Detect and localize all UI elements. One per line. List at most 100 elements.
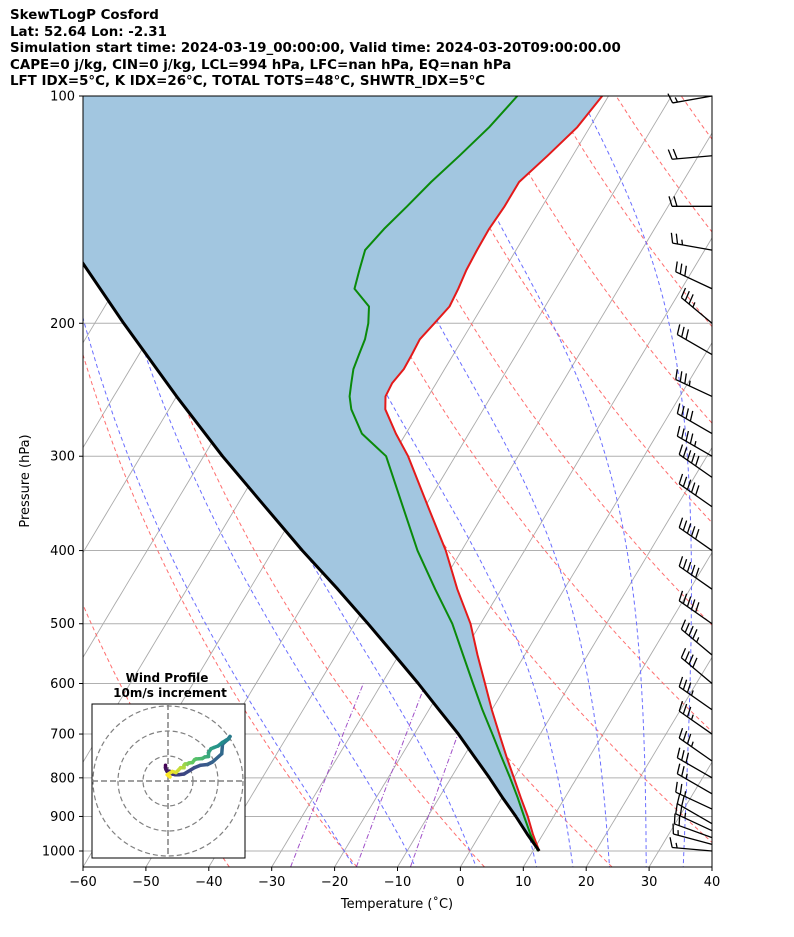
moist-adiabat (332, 96, 611, 867)
barb-shaft (675, 791, 713, 810)
y-tick-label: 400 (50, 544, 75, 559)
cape-fill (83, 96, 603, 851)
barb-feather (684, 651, 690, 662)
barb-feather (686, 733, 692, 745)
wind-barb (675, 803, 713, 832)
barb-feather (694, 528, 700, 540)
isotherm-line (775, 96, 794, 867)
wind-barb (667, 93, 713, 104)
barb-shaft (673, 833, 713, 846)
mixing-ratio-line (290, 683, 364, 867)
barb-half-feather (685, 773, 688, 779)
barb-feather (682, 593, 688, 604)
wind-barb (670, 232, 713, 251)
stability-indices: LFT IDX=5°C, K IDX=26°C, TOTAL TOTS=48°C… (10, 74, 486, 89)
y-tick-label: 100 (50, 90, 75, 105)
x-tick-label: −50 (132, 875, 159, 890)
barb-shaft (677, 333, 713, 356)
barb-feather (679, 371, 683, 382)
inset-title-line1: Wind Profile (126, 671, 209, 685)
hodograph-segment (182, 766, 196, 776)
y-tick-label: 1000 (42, 845, 75, 860)
y-tick-label: 700 (50, 728, 75, 743)
isotherm-line (522, 551, 712, 867)
barb-feather (685, 408, 690, 419)
barb-half-feather (692, 302, 696, 308)
y-tick-label: 300 (50, 450, 75, 465)
dry-adiabat (354, 96, 712, 626)
wind-barb (678, 700, 713, 735)
axes-ticks: −60 −50 −40 −30 −20 −10 0 10 20 30 40 1000 900 800 700… (42, 90, 720, 891)
barb-feather (680, 287, 687, 298)
wind-barb (678, 444, 713, 478)
x-tick-label: −20 (321, 875, 348, 890)
barb-feather (681, 766, 685, 777)
barb-feather (678, 590, 684, 601)
wind-barb (678, 676, 713, 711)
parcel-path-line (83, 260, 541, 852)
barb-feather (692, 629, 698, 640)
simulation-times: Simulation start time: 2024-03-19_00:00:… (10, 41, 621, 56)
barb-shaft (680, 657, 713, 685)
barb-feather (694, 455, 700, 467)
isotherm-line (460, 446, 712, 867)
barb-feather (684, 290, 690, 302)
barb-feather (686, 596, 692, 607)
x-tick-label: 30 (641, 875, 658, 890)
wind-barb (678, 727, 713, 762)
barb-feather (684, 265, 687, 277)
x-tick-label: 40 (704, 875, 721, 890)
barb-shaft (680, 628, 713, 656)
x-tick-label: −30 (258, 875, 285, 890)
barb-feather (675, 803, 678, 814)
chart-header: SkewTLogP Cosford Lat: 52.64 Lon: -2.31 … (10, 8, 621, 91)
barb-feather (676, 763, 681, 774)
dry-adiabat (83, 353, 358, 867)
wind-barb (676, 747, 713, 779)
dewpoint-line (348, 96, 539, 852)
x-tick-label: −10 (384, 875, 411, 890)
barb-feather (690, 564, 696, 576)
barb-shaft (672, 95, 713, 104)
barb-feather (675, 261, 678, 272)
barb-feather (682, 476, 688, 487)
x-tick-label: −60 (69, 875, 96, 890)
x-axis-label: Temperature (˚C) (340, 896, 453, 912)
barb-feather (680, 647, 687, 659)
barb-shaft (675, 378, 713, 398)
barb-feather (692, 657, 698, 668)
barb-half-feather (690, 714, 694, 720)
barb-half-feather (684, 791, 687, 797)
barb-feather (678, 815, 681, 826)
barb-feather (685, 329, 690, 340)
barb-shaft (678, 737, 713, 762)
station-title: SkewTLogP Cosford (10, 8, 159, 23)
barb-feather (684, 373, 687, 384)
wind-barb (680, 647, 713, 685)
dry-adiabat (485, 96, 712, 424)
wind-barb (678, 517, 713, 552)
wind-barb (676, 425, 713, 457)
y-tick-label: 800 (50, 771, 75, 786)
barb-feather (670, 232, 674, 244)
temperature-line (384, 96, 603, 852)
barb-feather (682, 730, 688, 742)
barb-shaft (677, 803, 713, 825)
barb-feather (686, 523, 692, 534)
barb-shaft (678, 710, 713, 735)
wind-barb (676, 793, 713, 825)
barb-feather (689, 410, 694, 422)
barb-feather (675, 781, 678, 793)
barb-feather (669, 837, 673, 848)
y-tick-label: 900 (50, 810, 75, 825)
barb-feather (676, 425, 681, 437)
barb-shaft (674, 823, 713, 839)
barb-feather (684, 622, 690, 633)
barb-feather (688, 654, 694, 665)
wind-barb (680, 287, 713, 324)
barb-feather (686, 450, 692, 461)
barb-feather (694, 602, 700, 613)
hodograph-segment (210, 752, 224, 764)
barb-feather (673, 813, 676, 824)
